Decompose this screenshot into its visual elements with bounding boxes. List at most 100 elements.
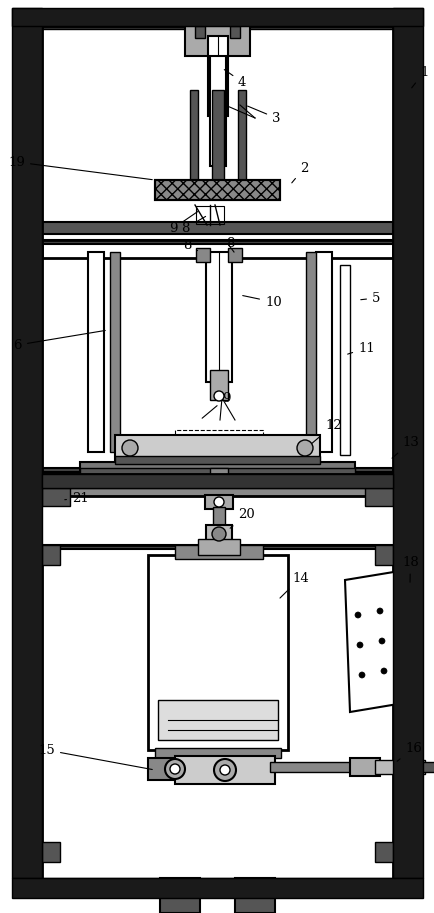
Circle shape: [214, 476, 223, 484]
Bar: [42, 468, 392, 472]
Bar: [305, 252, 315, 452]
Bar: [160, 878, 200, 913]
Text: 19: 19: [8, 155, 152, 180]
Bar: [237, 90, 246, 190]
Bar: [204, 495, 233, 509]
Circle shape: [220, 765, 230, 775]
Circle shape: [214, 759, 236, 781]
Bar: [174, 430, 263, 460]
Text: 1: 1: [411, 66, 427, 88]
Bar: [374, 842, 392, 862]
Bar: [190, 90, 197, 190]
Bar: [349, 758, 379, 776]
Text: 11: 11: [347, 341, 374, 354]
Bar: [213, 507, 224, 527]
Bar: [158, 700, 277, 740]
Bar: [270, 762, 369, 772]
Text: 6: 6: [13, 331, 105, 352]
Bar: [42, 545, 60, 565]
Bar: [210, 370, 227, 400]
Text: 21: 21: [65, 491, 89, 505]
Bar: [115, 435, 319, 460]
Text: 13: 13: [391, 436, 418, 458]
Bar: [174, 756, 274, 784]
Bar: [115, 456, 319, 464]
Circle shape: [376, 608, 382, 614]
Bar: [206, 525, 231, 543]
Bar: [315, 252, 331, 452]
Text: 20: 20: [230, 509, 254, 529]
Bar: [234, 878, 274, 913]
Bar: [12, 8, 42, 878]
Bar: [174, 545, 263, 559]
Bar: [42, 488, 392, 496]
Bar: [197, 539, 240, 555]
Bar: [110, 252, 120, 452]
Circle shape: [214, 391, 224, 401]
Text: 12: 12: [311, 418, 341, 443]
Bar: [230, 26, 240, 38]
Circle shape: [122, 440, 138, 456]
Bar: [42, 488, 70, 506]
Bar: [196, 206, 224, 224]
Polygon shape: [344, 568, 421, 712]
Circle shape: [214, 497, 224, 507]
Text: 14: 14: [279, 572, 308, 598]
Circle shape: [358, 672, 364, 678]
Text: 8: 8: [181, 216, 205, 235]
Bar: [210, 56, 226, 166]
Text: 5: 5: [360, 291, 379, 305]
Text: 10: 10: [242, 296, 281, 309]
Bar: [42, 26, 392, 29]
Bar: [392, 8, 422, 878]
Bar: [194, 26, 204, 38]
Circle shape: [356, 642, 362, 648]
Circle shape: [170, 764, 180, 774]
Bar: [42, 240, 392, 472]
Bar: [12, 8, 422, 26]
Circle shape: [380, 668, 386, 674]
Text: 8: 8: [183, 238, 197, 251]
Bar: [42, 878, 392, 882]
Bar: [339, 265, 349, 455]
Bar: [148, 758, 203, 780]
Text: 9: 9: [202, 392, 230, 418]
Bar: [374, 545, 392, 565]
Bar: [42, 474, 392, 496]
Bar: [42, 240, 392, 244]
Circle shape: [378, 638, 384, 644]
Circle shape: [211, 527, 226, 541]
Text: 15: 15: [38, 743, 152, 770]
Text: 9: 9: [169, 212, 197, 235]
Bar: [227, 248, 241, 262]
Bar: [148, 555, 287, 750]
Circle shape: [354, 612, 360, 618]
Text: 16: 16: [396, 741, 421, 761]
Bar: [42, 545, 392, 549]
Bar: [12, 878, 422, 898]
Bar: [42, 222, 392, 234]
Text: 2: 2: [291, 162, 308, 183]
Bar: [211, 90, 224, 190]
Bar: [80, 462, 354, 470]
Bar: [42, 26, 392, 258]
Bar: [155, 748, 280, 758]
Bar: [419, 762, 434, 772]
Text: 8: 8: [226, 236, 234, 249]
Bar: [42, 474, 392, 488]
Bar: [42, 545, 392, 882]
Circle shape: [164, 759, 184, 779]
Bar: [207, 36, 227, 116]
Bar: [42, 842, 60, 862]
Bar: [206, 252, 231, 382]
Text: 18: 18: [401, 555, 418, 582]
Bar: [155, 180, 279, 200]
Bar: [88, 252, 104, 452]
Text: 3: 3: [247, 106, 280, 124]
Bar: [80, 468, 354, 474]
Bar: [155, 180, 279, 200]
Circle shape: [296, 440, 312, 456]
Text: 4: 4: [224, 69, 246, 89]
Bar: [184, 26, 250, 56]
Bar: [210, 468, 227, 483]
